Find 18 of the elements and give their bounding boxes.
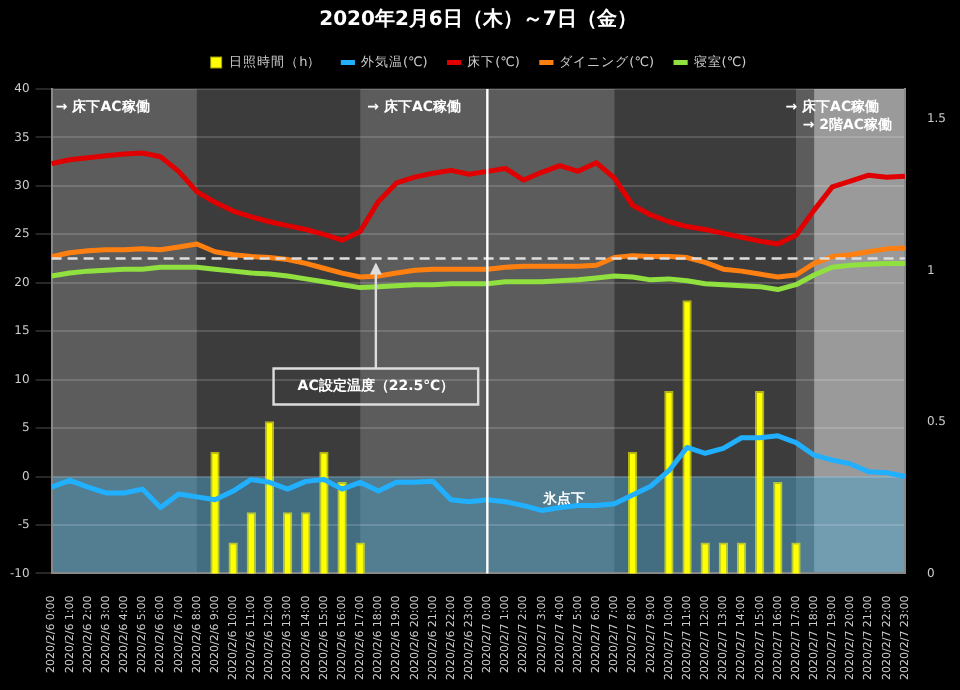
bar <box>301 512 311 574</box>
bar <box>736 542 747 574</box>
bar <box>755 391 765 574</box>
bar <box>210 451 220 574</box>
bar <box>228 542 238 574</box>
bar <box>664 391 674 574</box>
chart-title: 2020年2月6日（木）～7日（金） <box>319 7 637 32</box>
bar <box>264 421 275 574</box>
bar <box>282 512 293 574</box>
bar <box>355 542 365 574</box>
bar <box>246 512 256 574</box>
bar <box>337 481 347 574</box>
bar <box>791 542 801 574</box>
bar <box>700 542 710 574</box>
bar <box>682 300 692 574</box>
bar <box>718 542 729 574</box>
bar <box>319 451 329 574</box>
bar <box>773 481 783 574</box>
